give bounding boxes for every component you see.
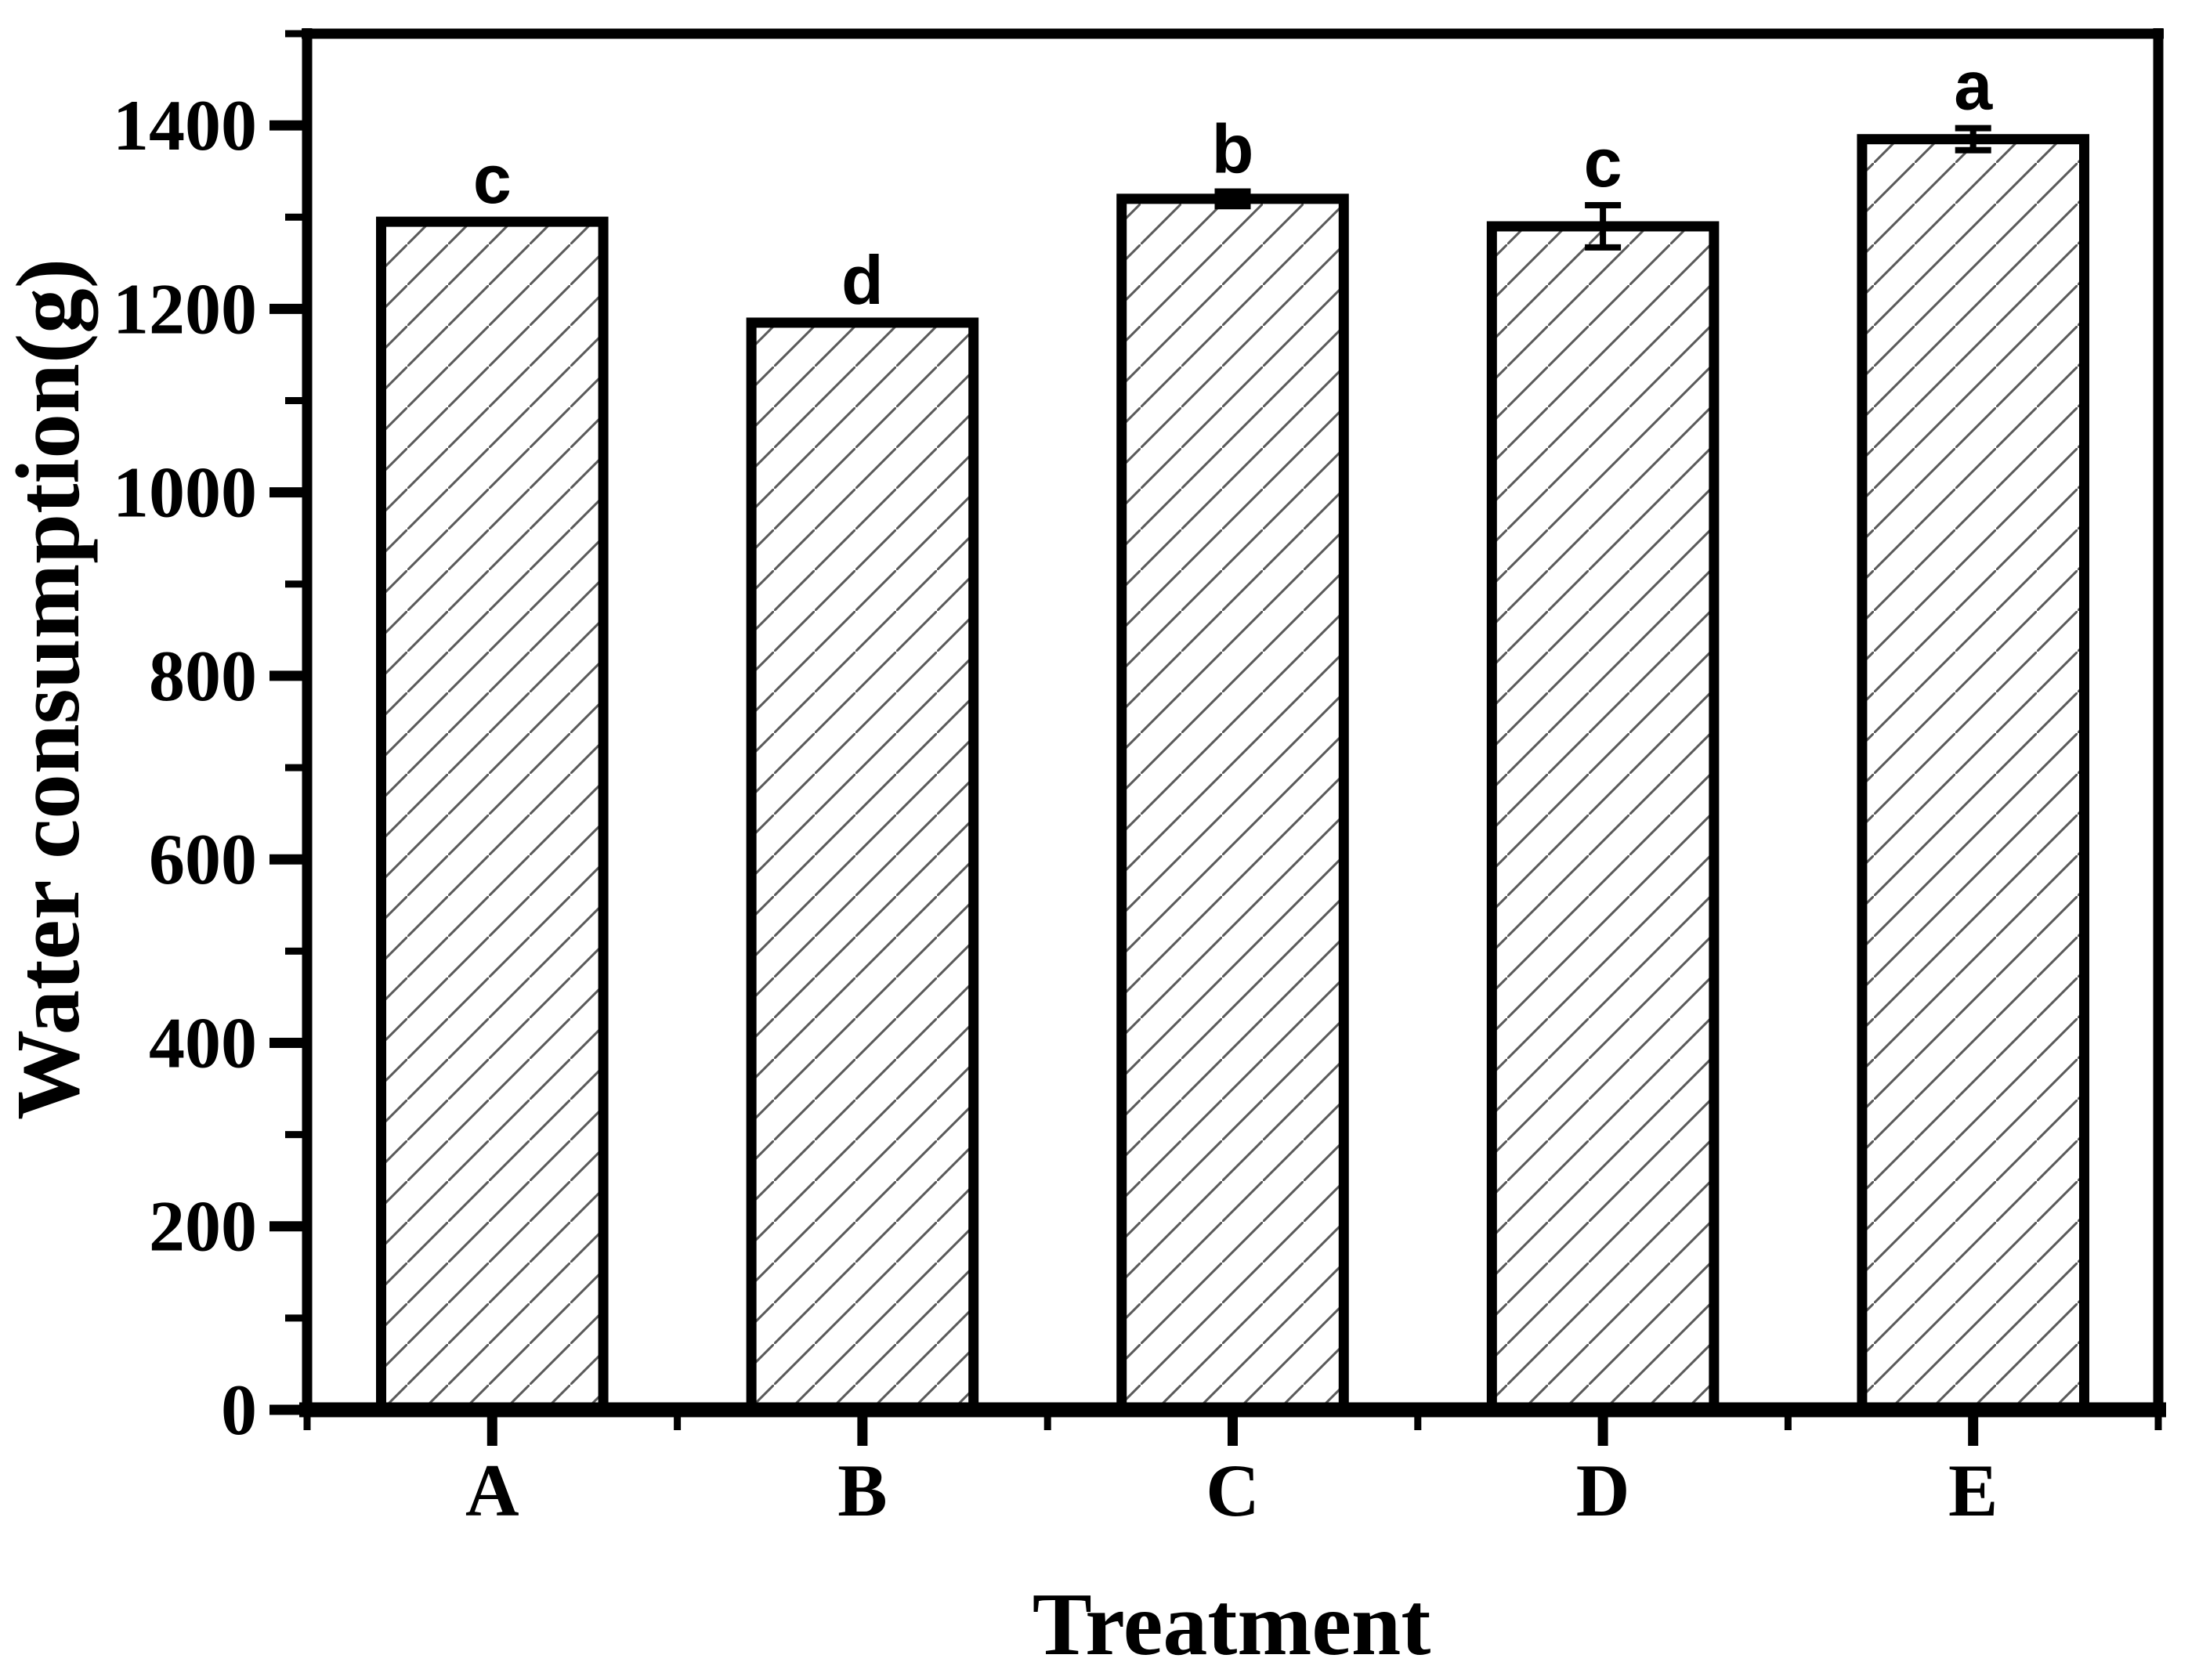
y-tick-label-200: 200: [149, 1187, 257, 1266]
x-axis-title: Treatment: [1033, 1574, 1431, 1674]
bar-A: [376, 216, 609, 1415]
sig-letter-C: b: [1212, 110, 1254, 187]
x-tick-label-C: C: [1206, 1449, 1260, 1532]
error-bar-E: [1955, 125, 1991, 154]
axes-layer: 0 200 400 600 800 1000 1200 1400 A B C D E: [113, 28, 2166, 1532]
y-tick-label-800: 800: [149, 636, 257, 716]
y-axis-title: Water consumption(g): [0, 258, 98, 1120]
sig-letter-A: c: [473, 140, 512, 218]
y-tick-label-1000: 1000: [113, 453, 257, 533]
sig-letter-D: c: [1584, 124, 1622, 201]
y-tick-label-1400: 1400: [113, 85, 257, 165]
error-bar-C: [1214, 188, 1251, 210]
bar-C: [1116, 193, 1349, 1415]
x-tick-label-A: A: [465, 1449, 519, 1532]
y-tick-label-400: 400: [149, 1003, 257, 1082]
y-tick-label-0: 0: [221, 1370, 257, 1450]
x-tick-label-D: D: [1576, 1449, 1630, 1532]
bar-B: [746, 317, 979, 1415]
bars-layer: c d b c a: [376, 47, 2089, 1415]
x-tick-label-B: B: [837, 1449, 887, 1532]
y-tick-label-1200: 1200: [113, 269, 257, 349]
x-tick-label-E: E: [1948, 1449, 1998, 1532]
sig-letter-B: d: [841, 241, 884, 319]
y-tick-label-600: 600: [149, 819, 257, 899]
error-bar-D: [1585, 202, 1622, 251]
sig-letter-E: a: [1954, 47, 1993, 125]
bar-E: [1857, 134, 2089, 1415]
bar-D: [1486, 221, 1720, 1415]
